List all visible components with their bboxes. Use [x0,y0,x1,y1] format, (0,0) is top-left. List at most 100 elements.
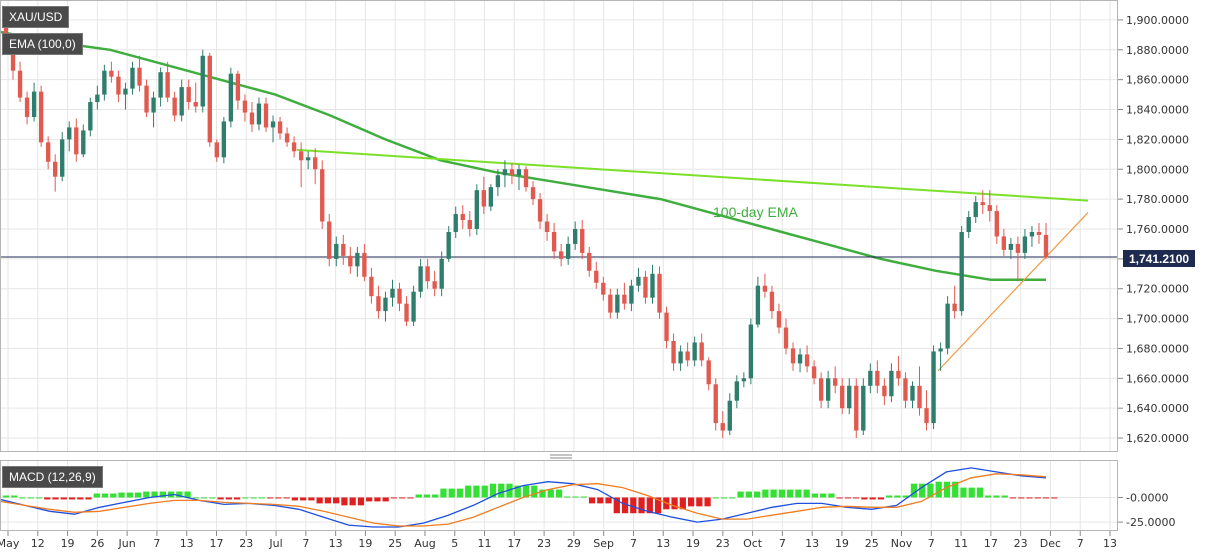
price-tick-label: 1,620.0000 [1126,432,1189,445]
candle-body [425,266,430,282]
candle-body [502,169,508,176]
candle-body [123,88,128,95]
candle-body [334,243,339,259]
candle-body [214,142,219,158]
macd-hist-bar [192,497,199,499]
macd-hist-bar [60,497,67,500]
macd-hist-bar [679,497,686,510]
macd-hist-bar [572,496,579,498]
macd-hist-bar [415,494,422,498]
signal-line [0,473,1047,527]
candle-body [811,366,817,379]
price-tick-label: 1,840.0000 [1126,104,1189,117]
macd-hist-bar [399,497,406,499]
candle-body [601,282,606,295]
macd-hist-bar [745,491,752,498]
candle-body [207,55,212,143]
macd-hist-bar [258,497,265,499]
macd-hist-bar [52,497,59,500]
candle-body [45,142,51,162]
macd-hist-bar [357,497,365,506]
macd-hist-bar [225,497,232,500]
candle-body [88,102,93,131]
date-tick-label: 17 [507,537,521,550]
candle-body [1022,236,1028,253]
symbol-tag[interactable]: XAU/USD [2,6,70,28]
candle-body [109,70,114,77]
candle-body [875,370,880,386]
date-tick-label: 7 [630,537,637,550]
macd-hist-bar [77,497,84,500]
candle-body [551,231,557,252]
macd-hist-bar [778,489,785,498]
macd-hist-bar [654,497,662,514]
candle-body [587,252,592,271]
macd-hist-bar [101,493,109,498]
macd-hist-bar [712,497,719,499]
macd-indicator-tag[interactable]: MACD (12,26,9) [2,466,103,488]
price-tick-label: 1,880.0000 [1126,44,1189,57]
candle-body [270,121,276,128]
current-price-label: 1,741.2100 [1129,252,1189,266]
date-tick-label: 19 [358,537,372,550]
candle-body [305,157,311,161]
date-tick-label: 13 [1103,537,1117,550]
ema-indicator-tag[interactable]: EMA (100,0) [2,33,83,55]
macd-hist-bar [233,497,241,500]
candle-body [242,100,248,113]
candle-body [544,221,550,232]
macd-hist-bar [1009,497,1017,499]
macd-hist-bar [126,492,133,498]
macd-hist-bar [828,493,835,498]
macd-hist-bar [333,497,340,504]
candle-body [383,297,388,312]
candle-body [924,408,929,424]
macd-hist-bar [564,496,571,498]
candle-body [861,385,866,431]
candles [3,10,1049,439]
macd-hist-bar [844,497,852,499]
macd-hist-bar [919,483,926,498]
candle-body [327,221,332,259]
candle-body [945,303,950,349]
candle-body [38,91,44,143]
candle-body [186,87,191,103]
candle-body [629,285,634,304]
macd-hist-bar [646,497,653,514]
panel-resize-handle[interactable] [550,454,572,459]
candle-body [558,251,564,259]
macd-histogram [0,481,1058,514]
candle-body [488,187,494,207]
macd-hist-bar [638,497,645,514]
macd-hist-bar [35,497,43,499]
candle-body [889,370,894,397]
candle-body [130,67,135,89]
candle-body [474,190,479,229]
macd-hist-bar [704,497,711,507]
macd-hist-bar [1034,497,1041,499]
candle-body [81,130,86,155]
candle-body [636,276,641,286]
candle-body [432,281,437,289]
candle-body [24,97,30,117]
macd-hist-bar [85,497,92,500]
candle-body [165,72,170,98]
macd-hist-bar [291,497,299,501]
candle-body [741,378,747,382]
macd-hist-bar [134,492,142,498]
candle-body [362,252,367,277]
candle-body [102,70,107,95]
candle-body [291,142,297,152]
candle-body [622,294,627,304]
macd-hist-bar [407,497,414,499]
price-tick-label: 1,780.0000 [1126,193,1189,206]
candle-body [172,97,177,116]
candle-body [713,384,718,424]
candle-body [994,211,999,237]
price-tick-label: 1,680.0000 [1126,342,1189,355]
candle-body [193,102,198,107]
macd-hist-bar [283,497,290,499]
candle-body [376,296,381,312]
candle-body [825,378,831,401]
